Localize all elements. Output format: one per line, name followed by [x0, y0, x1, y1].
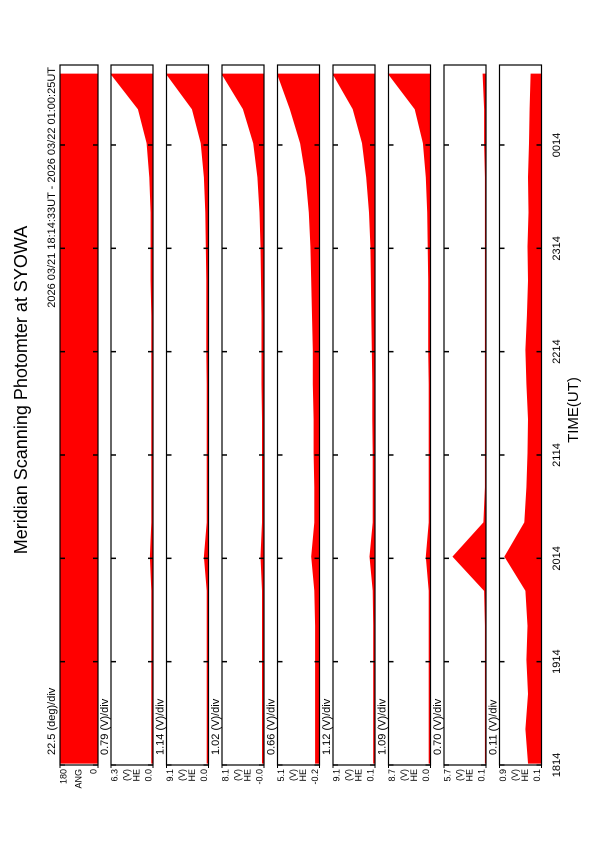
y-axis-label: (V)	[121, 769, 131, 781]
y-tick-label: -0.2	[310, 769, 320, 785]
scale-label: 0.11 (V)/div	[487, 699, 499, 755]
area	[221, 73, 265, 764]
area	[276, 73, 320, 764]
scale-label: 0.66 (V)/div	[265, 698, 277, 755]
panel-frame	[332, 64, 376, 766]
scale-label: 1.09 (V)/div	[376, 698, 388, 755]
panel-frame	[387, 64, 432, 766]
panel-frame	[165, 64, 210, 766]
y-axis-label: HE	[464, 769, 474, 782]
y-tick-label: 9.1	[331, 769, 341, 782]
scale-label: 1.12 (V)/div	[321, 698, 333, 755]
y-tick-label: 5.1	[276, 769, 286, 782]
y-tick-label: 5.7	[442, 769, 452, 782]
chart-title: Meridian Scanning Photomter at SYOWA	[11, 226, 31, 554]
area	[110, 73, 154, 764]
panel-frame	[443, 64, 487, 766]
chart-subtitle: 2026 03/21 18:14:33UT - 2026 03/22 01:00…	[46, 67, 58, 308]
x-tick-label: 0014	[551, 133, 563, 157]
y-tick-label: 0	[88, 769, 98, 774]
area	[59, 73, 99, 764]
panel-frame	[221, 64, 265, 766]
y-tick-label: 0.9	[498, 769, 508, 782]
y-axis-label: (V)	[232, 769, 242, 781]
x-axis-label: TIME(UT)	[565, 377, 582, 443]
y-axis-label: (V)	[399, 769, 409, 781]
y-tick-label: 0.1	[532, 769, 542, 782]
y-axis-label: HE	[298, 769, 308, 782]
y-axis-label: HE	[242, 769, 252, 782]
y-axis-label: ANG	[73, 769, 83, 789]
y-tick-label: -0.0	[254, 769, 264, 785]
y-axis-label: HE	[409, 769, 419, 782]
x-tick-label: 2214	[551, 339, 563, 363]
y-axis-label: HE	[520, 769, 530, 782]
y-tick-label: 0.0	[143, 769, 153, 782]
area	[452, 73, 487, 764]
y-tick-label: 0.0	[421, 769, 431, 782]
y-tick-label: 8.1	[220, 769, 230, 782]
area	[165, 73, 209, 764]
scale-label: 1.02 (V)/div	[210, 698, 222, 755]
y-tick-label: 0.1	[365, 769, 375, 782]
y-axis-label: (V)	[288, 769, 298, 781]
y-tick-label: 180	[58, 769, 68, 784]
x-tick-label: 2114	[551, 443, 563, 467]
area	[332, 73, 376, 764]
x-tick-label: 2014	[551, 546, 563, 570]
x-tick-label: 2314	[551, 236, 563, 260]
y-axis-label: (V)	[454, 769, 464, 781]
y-axis-label: (V)	[510, 769, 520, 781]
y-axis-label: HE	[187, 769, 197, 782]
y-axis-label: (V)	[177, 769, 187, 781]
y-axis-label: HE	[131, 769, 141, 782]
panel-frame	[110, 64, 154, 766]
panel-frame	[59, 64, 99, 766]
y-tick-label: 8.7	[387, 769, 397, 782]
panel-frame	[498, 64, 543, 766]
y-tick-label: 6.3	[109, 769, 119, 782]
scale-label: 0.79 (V)/div	[99, 698, 111, 755]
scale-label: 1.14 (V)/div	[154, 698, 166, 755]
scale-label: 22.5 (deg)/div	[46, 687, 58, 755]
x-tick-label: 1914	[551, 649, 563, 673]
y-tick-label: 0.1	[476, 769, 486, 782]
y-tick-label: 0.0	[199, 769, 209, 782]
area	[387, 73, 431, 764]
x-tick-label: 1814	[551, 753, 563, 777]
scale-label: 0.70 (V)/div	[432, 698, 444, 755]
area	[504, 73, 542, 764]
panel-frame	[276, 64, 321, 766]
rotated-plot: Meridian Scanning Photomter at SYOWA 202…	[11, 64, 582, 789]
y-axis-label: (V)	[343, 769, 353, 781]
y-tick-label: 9.1	[165, 769, 175, 782]
y-axis-label: HE	[353, 769, 363, 782]
